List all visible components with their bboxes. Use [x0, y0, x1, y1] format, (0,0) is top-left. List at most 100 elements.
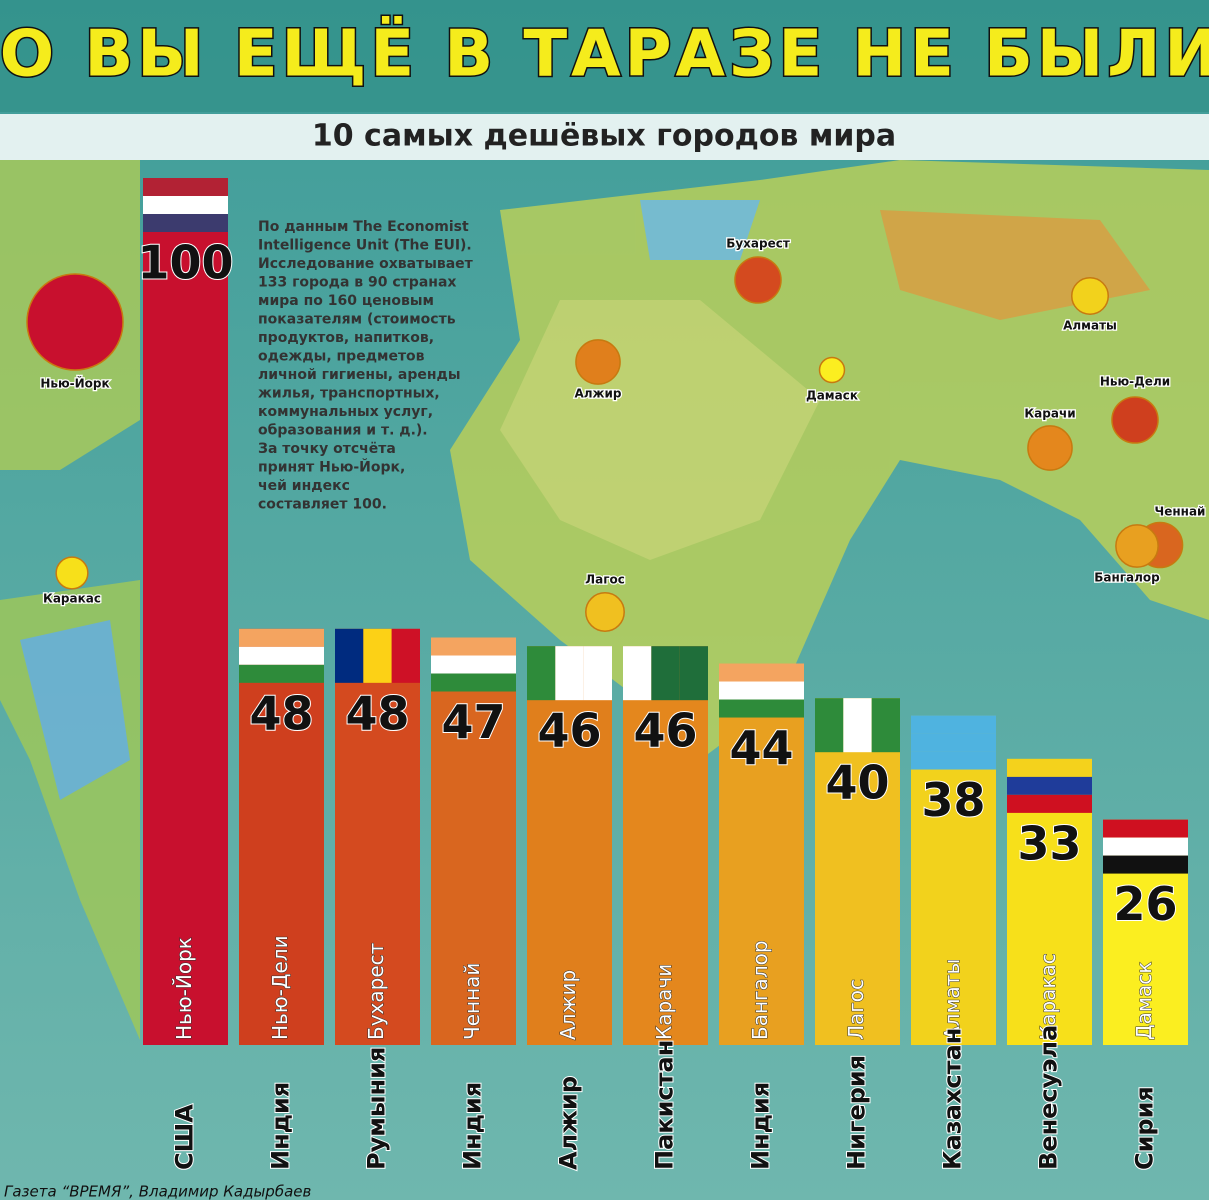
- flag-stripe: [239, 664, 324, 683]
- city-label-group: Ченнай: [460, 962, 485, 1040]
- city-label-group: Бухарест: [364, 942, 389, 1041]
- map-city-label: Ченнай: [1155, 505, 1206, 519]
- note-line: чей индекс: [258, 478, 350, 494]
- country-label: Индия: [267, 1082, 295, 1170]
- note-line: принят Нью-Йорк,: [258, 459, 405, 476]
- map-city-label: Дамаск: [806, 389, 858, 403]
- flag-stripe: [871, 698, 900, 753]
- country-label-group: Нигерия: [842, 1054, 872, 1171]
- map-bubble: [26, 273, 124, 371]
- country-label: Индия: [747, 1082, 775, 1170]
- value-label: 47: [441, 695, 505, 749]
- flag-stripe: [431, 637, 516, 656]
- city-label: Лагос: [844, 979, 868, 1040]
- value-label: 33: [1017, 816, 1081, 870]
- note-line: продуктов, напитков,: [258, 330, 434, 346]
- map-city-label: Бухарест: [726, 237, 790, 251]
- map-city-label: Бангалор: [1094, 571, 1160, 585]
- value-label: 38: [921, 773, 985, 827]
- flag-stripe: [143, 196, 228, 214]
- note-line: коммунальных услуг,: [258, 404, 433, 420]
- note-line: одежды, предметов: [258, 349, 425, 365]
- city-label: Каракас: [1036, 953, 1060, 1040]
- city-label-group: Нью-Йорк: [172, 937, 197, 1041]
- map-bubble: [575, 339, 621, 385]
- city-label-group: Лагос: [844, 978, 869, 1040]
- flag-stripe: [1103, 855, 1188, 874]
- map-city-label: Алматы: [1063, 319, 1117, 333]
- value-label: 46: [537, 704, 601, 758]
- note-line: показателям (стоимость: [258, 312, 456, 328]
- flag-stripe: [719, 699, 804, 718]
- title-band: [0, 0, 1209, 112]
- note-line: 133 города в 90 странах: [258, 275, 456, 291]
- flag-stripe: [583, 646, 612, 701]
- credit: Газета “ВРЕМЯ”, Владимир Кадырбаев: [4, 1183, 311, 1200]
- flag-stripe: [815, 698, 844, 753]
- flag-stripe: [1103, 819, 1188, 838]
- city-label: Ченнай: [460, 963, 484, 1040]
- country-label: Румыния: [363, 1047, 391, 1170]
- flag-stripe: [911, 751, 996, 770]
- value-label: 48: [345, 686, 409, 740]
- country-label-group: США: [170, 1103, 200, 1171]
- map-city-label: Карачи: [1024, 407, 1075, 421]
- subtitle-band: [0, 114, 1209, 160]
- value-label: 40: [825, 756, 889, 810]
- bar: [431, 637, 516, 1045]
- note-line: мира по 160 ценовым: [258, 293, 434, 309]
- flag-stripe: [143, 178, 228, 196]
- country-label: Пакистан: [651, 1040, 679, 1170]
- bar: [527, 646, 612, 1045]
- map-city-label: Каракас: [43, 592, 101, 606]
- flag-stripe: [1007, 758, 1092, 777]
- country-label: Казахстан: [939, 1028, 967, 1170]
- value-label: 44: [729, 721, 793, 775]
- map-bubble: [1027, 425, 1073, 471]
- flag-stripe: [363, 628, 392, 683]
- country-label: Нигерия: [843, 1055, 871, 1170]
- flag-stripe: [911, 715, 996, 734]
- bar: [623, 646, 708, 1045]
- city-label: Нью-Дели: [268, 935, 292, 1040]
- city-label-group: Дамаск: [1132, 961, 1157, 1040]
- value-label: 100: [137, 236, 233, 290]
- map-city-label: Нью-Дели: [1100, 375, 1170, 389]
- bar: [911, 715, 996, 1045]
- map-city-label: Нью-Йорк: [40, 376, 109, 391]
- map-bubble: [1111, 396, 1159, 444]
- note-line: За точку отсчёта: [258, 441, 396, 457]
- bar: [143, 178, 228, 1045]
- map-bubble: [585, 592, 625, 632]
- flag-stripe: [623, 646, 652, 701]
- flag-stripe: [651, 646, 680, 701]
- flag-stripe: [555, 646, 584, 701]
- map-bubble: [734, 256, 782, 304]
- flag-stripe: [391, 628, 420, 683]
- country-label-group: Румыния: [362, 1046, 392, 1171]
- city-label-group: Нью-Дели: [268, 935, 293, 1041]
- country-label-group: Индия: [266, 1081, 296, 1171]
- city-label: Алжир: [556, 970, 580, 1040]
- city-label-group: Карачи: [652, 963, 677, 1040]
- country-label-group: Сирия: [1130, 1085, 1160, 1171]
- city-label: Бангалор: [748, 940, 772, 1040]
- map-bubble: [1115, 524, 1159, 568]
- country-label: Сирия: [1131, 1086, 1159, 1170]
- country-label-group: Пакистан: [650, 1039, 680, 1171]
- map-bubble: [55, 556, 89, 590]
- flag-stripe: [1103, 837, 1188, 856]
- city-label: Дамаск: [1132, 962, 1156, 1040]
- country-label-group: Индия: [458, 1081, 488, 1171]
- flag-stripe: [143, 214, 228, 232]
- value-label: 48: [249, 686, 313, 740]
- bar: [719, 663, 804, 1045]
- city-label-group: Бангалор: [748, 940, 773, 1041]
- note-line: образования и т. д.).: [258, 423, 428, 439]
- bar: [815, 698, 900, 1045]
- city-label: Алматы: [940, 959, 964, 1040]
- flag-stripe: [431, 673, 516, 692]
- subtitle: 10 самых дешёвых городов мира: [312, 119, 896, 154]
